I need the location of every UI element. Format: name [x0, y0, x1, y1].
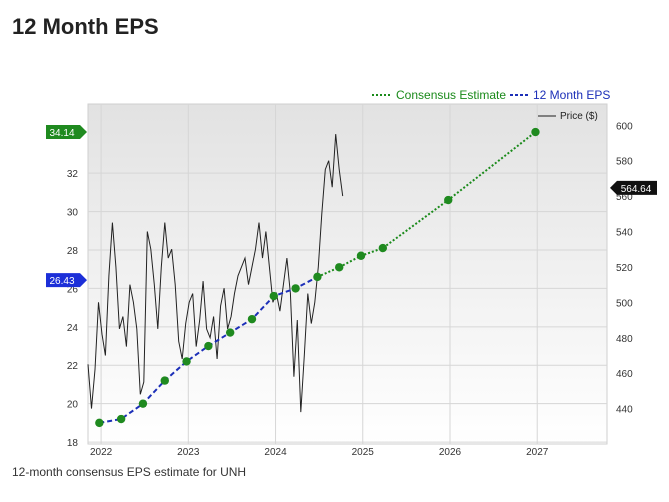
consensus-point [444, 195, 453, 205]
gridlines [88, 104, 607, 444]
y-left-tick-label: 28 [67, 246, 79, 257]
y-left-tick-label: 18 [67, 438, 79, 449]
y-left-tick-label: 24 [67, 323, 79, 334]
last-price-tag-bg [610, 180, 657, 195]
chart-caption: 12-month consensus EPS estimate for UNH [12, 465, 247, 479]
y-right-tick-label: 540 [616, 228, 633, 239]
y-right-tick-label: 460 [616, 369, 633, 380]
tag-layer: 34.14 26.43 564.64 [46, 125, 657, 288]
consensus-point [335, 263, 344, 272]
legend-eps-label: 12 Month EPS [533, 88, 610, 102]
eps-point [313, 272, 322, 282]
eps-point [116, 414, 126, 424]
eps-point [160, 376, 169, 385]
y-left-tick-label: 30 [67, 208, 79, 219]
eps-point [291, 284, 300, 293]
axis-layer: 1820222426283032440460480500520540560580… [67, 121, 633, 458]
eps-point [95, 418, 104, 428]
y-right-tick-label: 500 [616, 298, 633, 309]
legend-consensus-label: Consensus Estimate [396, 88, 506, 102]
y-left-tick-label: 26 [67, 284, 79, 295]
eps-point [182, 357, 191, 366]
price-line [87, 134, 344, 413]
x-tick-label: 2022 [90, 447, 113, 458]
consensus-point [378, 243, 388, 253]
current-eps-tag-bg [46, 273, 87, 288]
x-tick-label: 2024 [264, 447, 287, 458]
y-left-tick-label: 32 [67, 169, 79, 180]
x-tick-label: 2027 [526, 447, 549, 458]
legend: Consensus Estimate 12 Month EPS Price ($… [372, 88, 610, 122]
y-right-tick-label: 600 [616, 121, 633, 132]
legend-price-label: Price ($) [560, 111, 598, 122]
eps-point [138, 399, 148, 408]
marker-layer [95, 127, 540, 428]
consensus-line [316, 131, 537, 278]
y-left-tick-label: 20 [67, 400, 79, 411]
y-right-tick-label: 440 [616, 405, 633, 416]
y-right-tick-label: 480 [616, 334, 633, 345]
top-eps-tag-label: 34.14 [49, 128, 74, 139]
eps-point [204, 341, 213, 351]
eps-point [247, 314, 257, 324]
y-right-tick-label: 560 [616, 192, 633, 203]
x-tick-label: 2026 [439, 447, 462, 458]
y-right-tick-label: 520 [616, 263, 633, 274]
price-layer [87, 134, 344, 413]
eps-point [225, 328, 235, 337]
page-title: 12 Month EPS [12, 14, 159, 39]
y-left-tick-label: 22 [67, 361, 79, 372]
x-tick-label: 2023 [177, 447, 200, 458]
consensus-point [356, 251, 366, 260]
consensus-point [531, 127, 540, 137]
x-tick-label: 2025 [352, 447, 375, 458]
y-right-tick-label: 580 [616, 157, 633, 168]
last-price-tag-label: 564.64 [621, 184, 652, 195]
current-eps-tag-label: 26.43 [49, 276, 74, 287]
plot-area [87, 103, 608, 445]
eps-point [269, 291, 278, 301]
top-eps-tag-bg [46, 125, 87, 140]
